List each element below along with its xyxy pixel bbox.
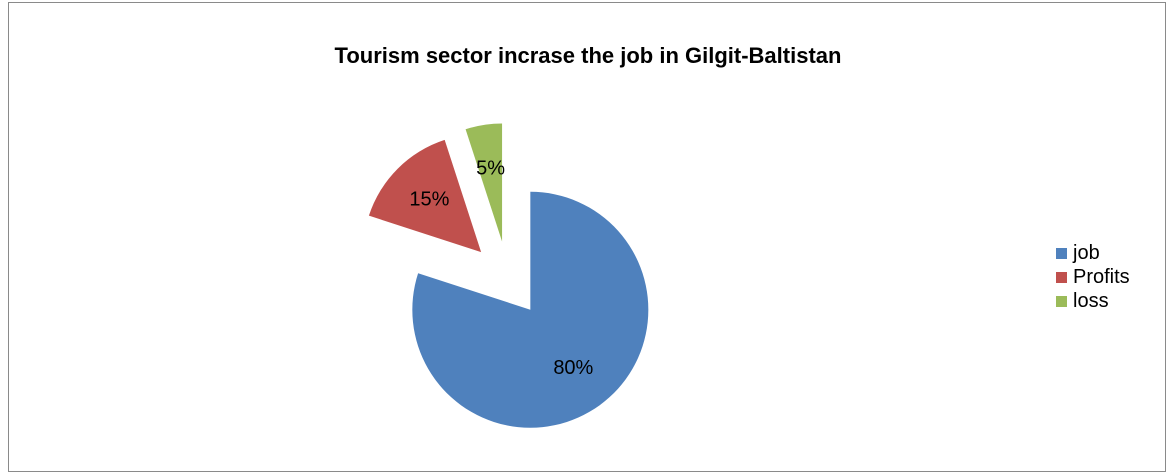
data-label-loss: 5% — [476, 157, 505, 179]
legend-label-loss: loss — [1073, 289, 1109, 312]
chart-legend: job Profits loss — [1056, 241, 1130, 313]
legend-swatch-profits — [1056, 271, 1067, 283]
legend-label-profits: Profits — [1073, 265, 1130, 288]
chart-frame: Tourism sector incrase the job in Gilgit… — [8, 2, 1166, 472]
legend-swatch-loss — [1056, 295, 1067, 307]
pie-chart: 80% 15% 5% — [368, 123, 649, 428]
chart-title: Tourism sector incrase the job in Gilgit… — [334, 43, 842, 68]
legend-item-loss: loss — [1056, 289, 1130, 313]
pie-slice-job — [412, 191, 649, 428]
data-label-job: 80% — [553, 357, 593, 379]
legend-item-profits: Profits — [1056, 265, 1130, 289]
pie-slice-profits — [368, 139, 482, 253]
data-label-profits: 15% — [409, 189, 449, 211]
legend-item-job: job — [1056, 241, 1130, 265]
legend-swatch-job — [1056, 247, 1067, 259]
pie-slice-loss — [465, 123, 503, 242]
legend-label-job: job — [1073, 241, 1100, 264]
